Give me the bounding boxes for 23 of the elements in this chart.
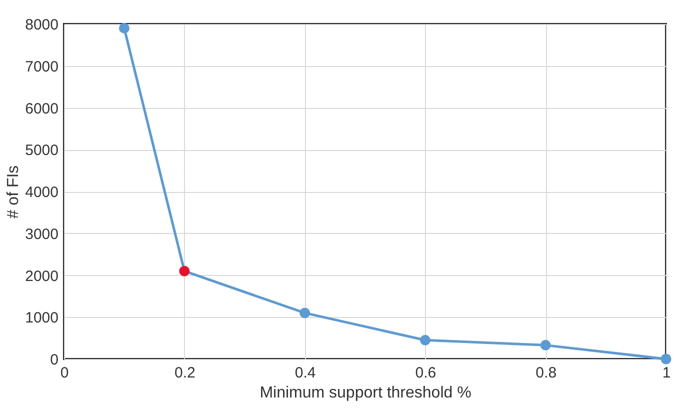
x-tick-label: 0.4	[294, 364, 316, 382]
x-tick-label: 0.2	[174, 364, 196, 382]
point	[118, 22, 130, 34]
y-tick-label: 0	[50, 352, 58, 368]
y-tick-label: 2000	[25, 268, 58, 285]
point	[540, 340, 551, 350]
point	[420, 334, 430, 346]
y-tick-label: 5000	[25, 142, 58, 160]
y-axis-title: # of FIs	[5, 165, 22, 219]
point	[179, 266, 190, 276]
y-tick-label: 7000	[25, 58, 58, 76]
y-tick-label: 8000	[25, 16, 58, 34]
y-tick-label: 4000	[25, 184, 58, 201]
point	[660, 354, 672, 364]
x-tick-label: 1	[662, 364, 671, 382]
x-axis-title: Minimum support threshold %	[260, 384, 472, 402]
x-tick-label: 0.8	[536, 364, 557, 382]
y-tick-label: 6000	[25, 100, 58, 118]
y-tick-label: 1000	[25, 310, 58, 327]
x-tick-label: 0.6	[415, 364, 436, 382]
point	[300, 308, 310, 318]
y-tick-label: 3000	[25, 226, 58, 243]
x-tick-label: 0	[60, 364, 69, 382]
